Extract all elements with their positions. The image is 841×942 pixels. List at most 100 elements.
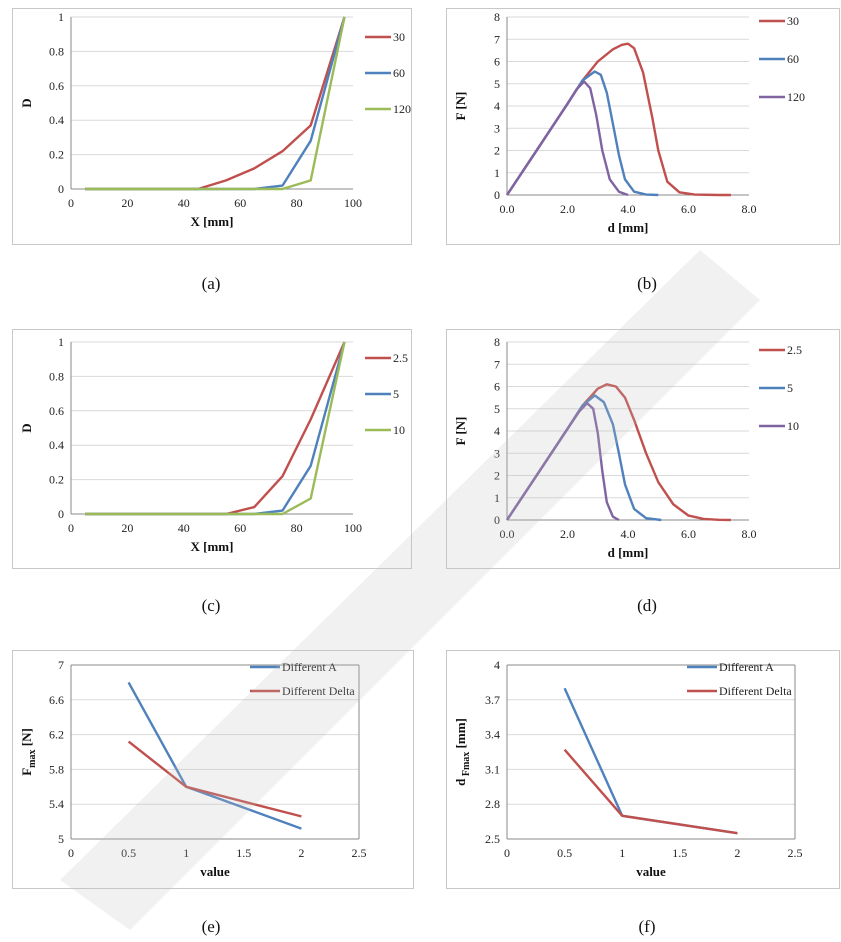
x-axis-label: d [mm] <box>608 545 649 560</box>
x-tick-label: 60 <box>234 521 246 535</box>
x-tick-label: 0.5 <box>121 846 136 860</box>
x-tick-label: 20 <box>121 196 133 210</box>
x-tick-label: 0 <box>504 846 510 860</box>
x-tick-label: 1.5 <box>236 846 251 860</box>
y-tick-label: 4 <box>494 99 500 113</box>
y-tick-label: 2 <box>494 144 500 158</box>
series-line-1 <box>565 750 738 834</box>
x-tick-label: 0 <box>68 196 74 210</box>
y-tick-label: 6.2 <box>49 728 64 742</box>
y-tick-label: 2.5 <box>485 832 500 846</box>
chart-panel-d: 0 1 2 3 4 5 6 7 8 0.0 2.0 4.0 6.0 8.0 d [mm] F [N] 2.5 5 1… <box>446 329 840 569</box>
x-tick-label: 0.5 <box>557 846 572 860</box>
chart-e-svg: 5 5.4 5.8 6.2 6.6 7 0 0.5 1 1.5 2 2.5 value Fmax [N] D… <box>13 651 415 890</box>
series-line-1 <box>85 17 344 189</box>
y-axis-label: D <box>19 423 34 432</box>
y-tick-label: 6 <box>494 55 500 69</box>
y-tick-label: 4 <box>494 424 500 438</box>
x-tick-label: 2.5 <box>788 846 803 860</box>
legend-label: Different Delta <box>719 684 792 698</box>
caption-c: (c) <box>181 596 241 616</box>
y-axis-label: D <box>19 98 34 107</box>
caption-e: (e) <box>181 917 241 937</box>
plot-area: 5 5.4 5.8 6.2 6.6 7 0 0.5 1 1.5 2 2.5 value Fmax [N] D… <box>19 658 367 879</box>
series-line-2 <box>507 82 628 196</box>
y-tick-label: 7 <box>494 32 500 46</box>
legend-label: Different Delta <box>282 684 355 698</box>
legend-label: 2.5 <box>787 343 802 357</box>
y-tick-label: 8 <box>494 335 500 349</box>
legend-label: 2.5 <box>393 351 408 365</box>
y-tick-label: 3.7 <box>485 693 500 707</box>
legend-label: 10 <box>787 419 799 433</box>
legend-label: 120 <box>393 102 411 116</box>
series-line-0 <box>565 688 738 833</box>
y-tick-label: 0.6 <box>49 404 64 418</box>
x-tick-label: 0 <box>68 846 74 860</box>
chart-f-svg: 2.5 2.8 3.1 3.4 3.7 4 0 0.5 1 1.5 2 2.5 value d Fmax … <box>447 651 841 890</box>
x-tick-label: 2 <box>734 846 740 860</box>
x-tick-label: 2.0 <box>560 527 575 541</box>
x-tick-label: 60 <box>234 196 246 210</box>
legend-label: 10 <box>393 423 405 437</box>
y-tick-label: 0 <box>494 188 500 202</box>
chart-a-svg: 0 0.2 0.4 0.6 0.8 1 0 20 40 60 80 100 X [mm] D 30 60 120 <box>13 9 413 246</box>
x-tick-label: 40 <box>178 521 190 535</box>
y-tick-label: 5.4 <box>49 797 64 811</box>
series-line-2 <box>507 403 619 520</box>
x-tick-label: 2 <box>298 846 304 860</box>
x-tick-label: 0.0 <box>500 202 515 216</box>
x-axis-label: X [mm] <box>191 539 234 554</box>
y-tick-label: 5.8 <box>49 762 64 776</box>
x-tick-label: 80 <box>291 521 303 535</box>
y-tick-label: 6 <box>494 380 500 394</box>
x-tick-label: 1 <box>619 846 625 860</box>
y-axis-label: F [N] <box>453 92 468 121</box>
x-tick-label: 2.5 <box>352 846 367 860</box>
y-tick-label: 7 <box>58 658 64 672</box>
y-tick-label: 5 <box>58 832 64 846</box>
y-tick-label: 8 <box>494 10 500 24</box>
x-tick-label: 6.0 <box>681 202 696 216</box>
y-tick-label: 1 <box>494 491 500 505</box>
y-tick-label: 7 <box>494 357 500 371</box>
y-tick-label: 0.8 <box>49 369 64 383</box>
y-tick-label: 5 <box>494 77 500 91</box>
plot-area: 0 0.2 0.4 0.6 0.8 1 0 20 40 60 80 100 X [mm] D 30 60 120 <box>19 10 411 229</box>
chart-panel-a: 0 0.2 0.4 0.6 0.8 1 0 20 40 60 80 100 X [mm] D 30 60 120 <box>12 8 412 245</box>
y-tick-label: 1 <box>58 335 64 349</box>
plot-area: 2.5 2.8 3.1 3.4 3.7 4 0 0.5 1 1.5 2 2.5 value d Fmax … <box>453 658 803 879</box>
y-tick-label: 0.4 <box>49 113 64 127</box>
y-tick-label: 2.8 <box>485 797 500 811</box>
chart-panel-e: 5 5.4 5.8 6.2 6.6 7 0 0.5 1 1.5 2 2.5 value Fmax [N] D… <box>12 650 414 889</box>
legend-label: 60 <box>787 52 799 66</box>
y-tick-label: 3 <box>494 446 500 460</box>
legend-label: 60 <box>393 66 405 80</box>
y-tick-label: 0.6 <box>49 79 64 93</box>
x-tick-label: 40 <box>178 196 190 210</box>
y-tick-label: 2 <box>494 469 500 483</box>
series-line-1 <box>507 72 658 196</box>
x-axis-label: value <box>636 864 666 879</box>
y-tick-label: 1 <box>494 166 500 180</box>
y-tick-label: 4 <box>494 658 500 672</box>
legend-label: Different A <box>719 660 774 674</box>
chart-panel-f: 2.5 2.8 3.1 3.4 3.7 4 0 0.5 1 1.5 2 2.5 value d Fmax … <box>446 650 840 889</box>
x-axis-label: value <box>200 864 230 879</box>
x-tick-label: 20 <box>121 521 133 535</box>
x-tick-label: 100 <box>344 521 362 535</box>
y-tick-label: 5 <box>494 402 500 416</box>
x-tick-label: 4.0 <box>621 202 636 216</box>
y-tick-label: 0.2 <box>49 148 64 162</box>
y-axis-label: Fmax [N] <box>19 728 38 776</box>
series-line-1 <box>129 742 302 817</box>
chart-d-svg: 0 1 2 3 4 5 6 7 8 0.0 2.0 4.0 6.0 8.0 d [mm] F [N] 2.5 5 1… <box>447 330 841 570</box>
x-tick-label: 8.0 <box>742 527 757 541</box>
plot-area: 0 1 2 3 4 5 6 7 8 0.0 2.0 4.0 6.0 8.0 d [mm] F [N] 30 60 1… <box>453 10 805 235</box>
y-tick-label: 0.2 <box>49 473 64 487</box>
x-tick-label: 0 <box>68 521 74 535</box>
y-tick-label: 0 <box>58 182 64 196</box>
x-tick-label: 80 <box>291 196 303 210</box>
plot-area: 0123456780.0 2.0 4.0 6.0 8.0d [mm]F [N]2.551… <box>453 335 802 560</box>
